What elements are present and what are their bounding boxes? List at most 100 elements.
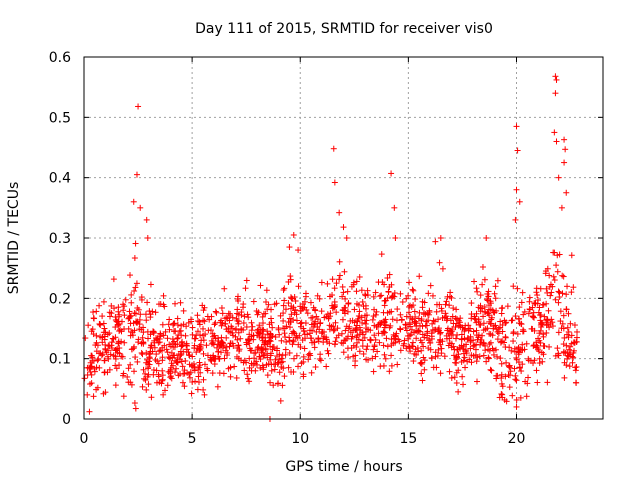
data-point <box>309 327 316 334</box>
data-point <box>185 319 192 326</box>
data-point <box>515 316 522 323</box>
data-point <box>115 322 122 329</box>
data-point <box>252 349 259 356</box>
data-point <box>452 335 459 342</box>
data-point <box>121 303 128 310</box>
data-point <box>497 318 504 325</box>
data-point <box>424 328 431 335</box>
data-point <box>362 312 369 319</box>
data-point <box>345 300 352 307</box>
data-point <box>382 355 389 362</box>
data-point <box>195 379 202 386</box>
data-point <box>546 343 553 350</box>
data-point <box>422 311 429 318</box>
data-point <box>364 343 371 350</box>
data-point <box>558 204 565 211</box>
data-point <box>567 343 574 350</box>
data-point <box>363 346 370 353</box>
data-point <box>457 324 464 331</box>
data-point <box>555 299 562 306</box>
data-point <box>271 361 278 368</box>
data-point <box>127 332 134 339</box>
data-point <box>245 314 252 321</box>
data-point <box>371 306 378 313</box>
data-point <box>534 379 541 386</box>
data-point <box>358 287 365 294</box>
data-point <box>519 289 526 296</box>
data-point <box>494 328 501 335</box>
data-point <box>559 272 566 279</box>
data-point <box>102 389 109 396</box>
data-point <box>224 315 231 322</box>
data-point <box>90 331 97 338</box>
data-point <box>155 339 162 346</box>
data-point <box>454 354 461 361</box>
data-point <box>333 280 340 287</box>
data-point <box>482 326 489 333</box>
data-point <box>280 310 287 317</box>
data-point <box>279 382 286 389</box>
data-point <box>483 358 490 365</box>
data-point <box>498 310 505 317</box>
data-point <box>268 319 275 326</box>
data-point <box>343 235 350 241</box>
data-point <box>468 352 475 359</box>
data-point <box>241 313 248 320</box>
data-point <box>453 316 460 323</box>
data-point <box>254 345 261 352</box>
data-point <box>180 307 187 314</box>
data-point <box>443 298 450 305</box>
data-point <box>531 357 538 364</box>
data-point <box>133 171 140 178</box>
y-tick-label: 0.2 <box>49 291 71 307</box>
data-point <box>425 337 432 344</box>
data-point <box>519 328 526 335</box>
data-point <box>161 342 168 349</box>
data-point <box>492 283 499 290</box>
data-point <box>229 314 236 321</box>
data-point <box>369 355 376 362</box>
data-point <box>432 238 439 245</box>
data-point <box>563 189 570 196</box>
data-point <box>472 346 479 353</box>
data-point <box>425 317 432 324</box>
data-point <box>555 329 562 336</box>
data-point <box>536 337 543 344</box>
data-point <box>285 300 292 307</box>
data-point <box>413 351 420 358</box>
data-point <box>428 355 435 362</box>
data-point <box>132 240 139 247</box>
data-point <box>544 379 551 386</box>
data-point <box>187 369 194 376</box>
data-point <box>506 384 513 391</box>
data-point <box>332 319 339 326</box>
data-point <box>535 348 542 355</box>
data-point <box>130 198 137 205</box>
data-point <box>197 341 204 348</box>
data-point <box>553 262 560 269</box>
data-point <box>392 339 399 346</box>
data-point <box>290 231 297 238</box>
data-point <box>304 310 311 317</box>
x-tick-label: 0 <box>80 431 89 447</box>
data-point <box>184 369 191 376</box>
data-point <box>251 355 258 362</box>
data-point <box>176 328 183 335</box>
data-point <box>271 366 278 373</box>
data-point <box>507 368 514 375</box>
data-point <box>144 299 151 306</box>
data-point <box>419 298 426 305</box>
data-point <box>336 276 343 283</box>
data-point <box>482 347 489 354</box>
data-point <box>474 288 481 295</box>
data-point <box>419 331 426 338</box>
data-point <box>536 360 543 367</box>
data-point <box>168 360 175 367</box>
data-point <box>200 386 207 393</box>
data-point <box>445 330 452 337</box>
data-point <box>141 375 148 382</box>
data-point <box>417 360 424 367</box>
data-point <box>485 355 492 362</box>
data-point <box>438 305 445 312</box>
data-point <box>484 297 491 304</box>
